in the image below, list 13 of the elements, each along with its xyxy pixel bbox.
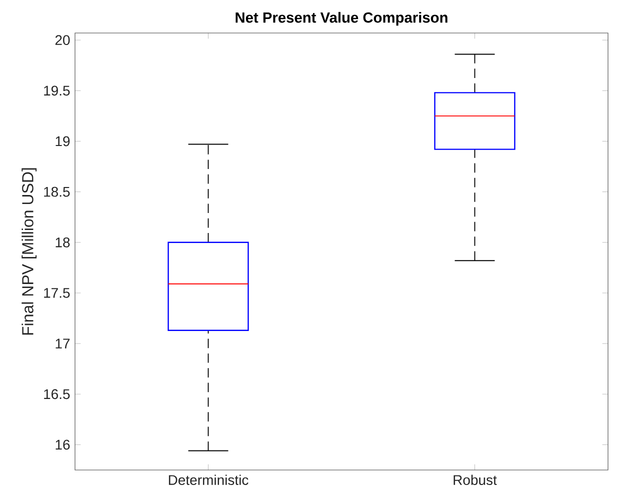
y-tick-label: 18.5 — [44, 186, 70, 197]
y-tick-label: 19 — [56, 136, 70, 146]
y-tick-label: 20 — [55, 35, 70, 46]
y-tick-label: 18 — [56, 237, 70, 248]
y-tick-label: 16.5 — [44, 389, 70, 400]
y-tick-label: 17 — [56, 338, 70, 348]
x-tick-label: Deterministic — [168, 474, 248, 485]
y-axis-title: Final NPV [Million USD] — [22, 168, 37, 335]
y-tick-label: 17.5 — [44, 288, 70, 298]
x-tick-label: Robust — [454, 474, 497, 485]
y-tick-label: 19.5 — [44, 86, 70, 96]
y-tick-label: 16 — [56, 440, 70, 450]
chart-title: Net Present Value Comparison — [236, 12, 448, 26]
